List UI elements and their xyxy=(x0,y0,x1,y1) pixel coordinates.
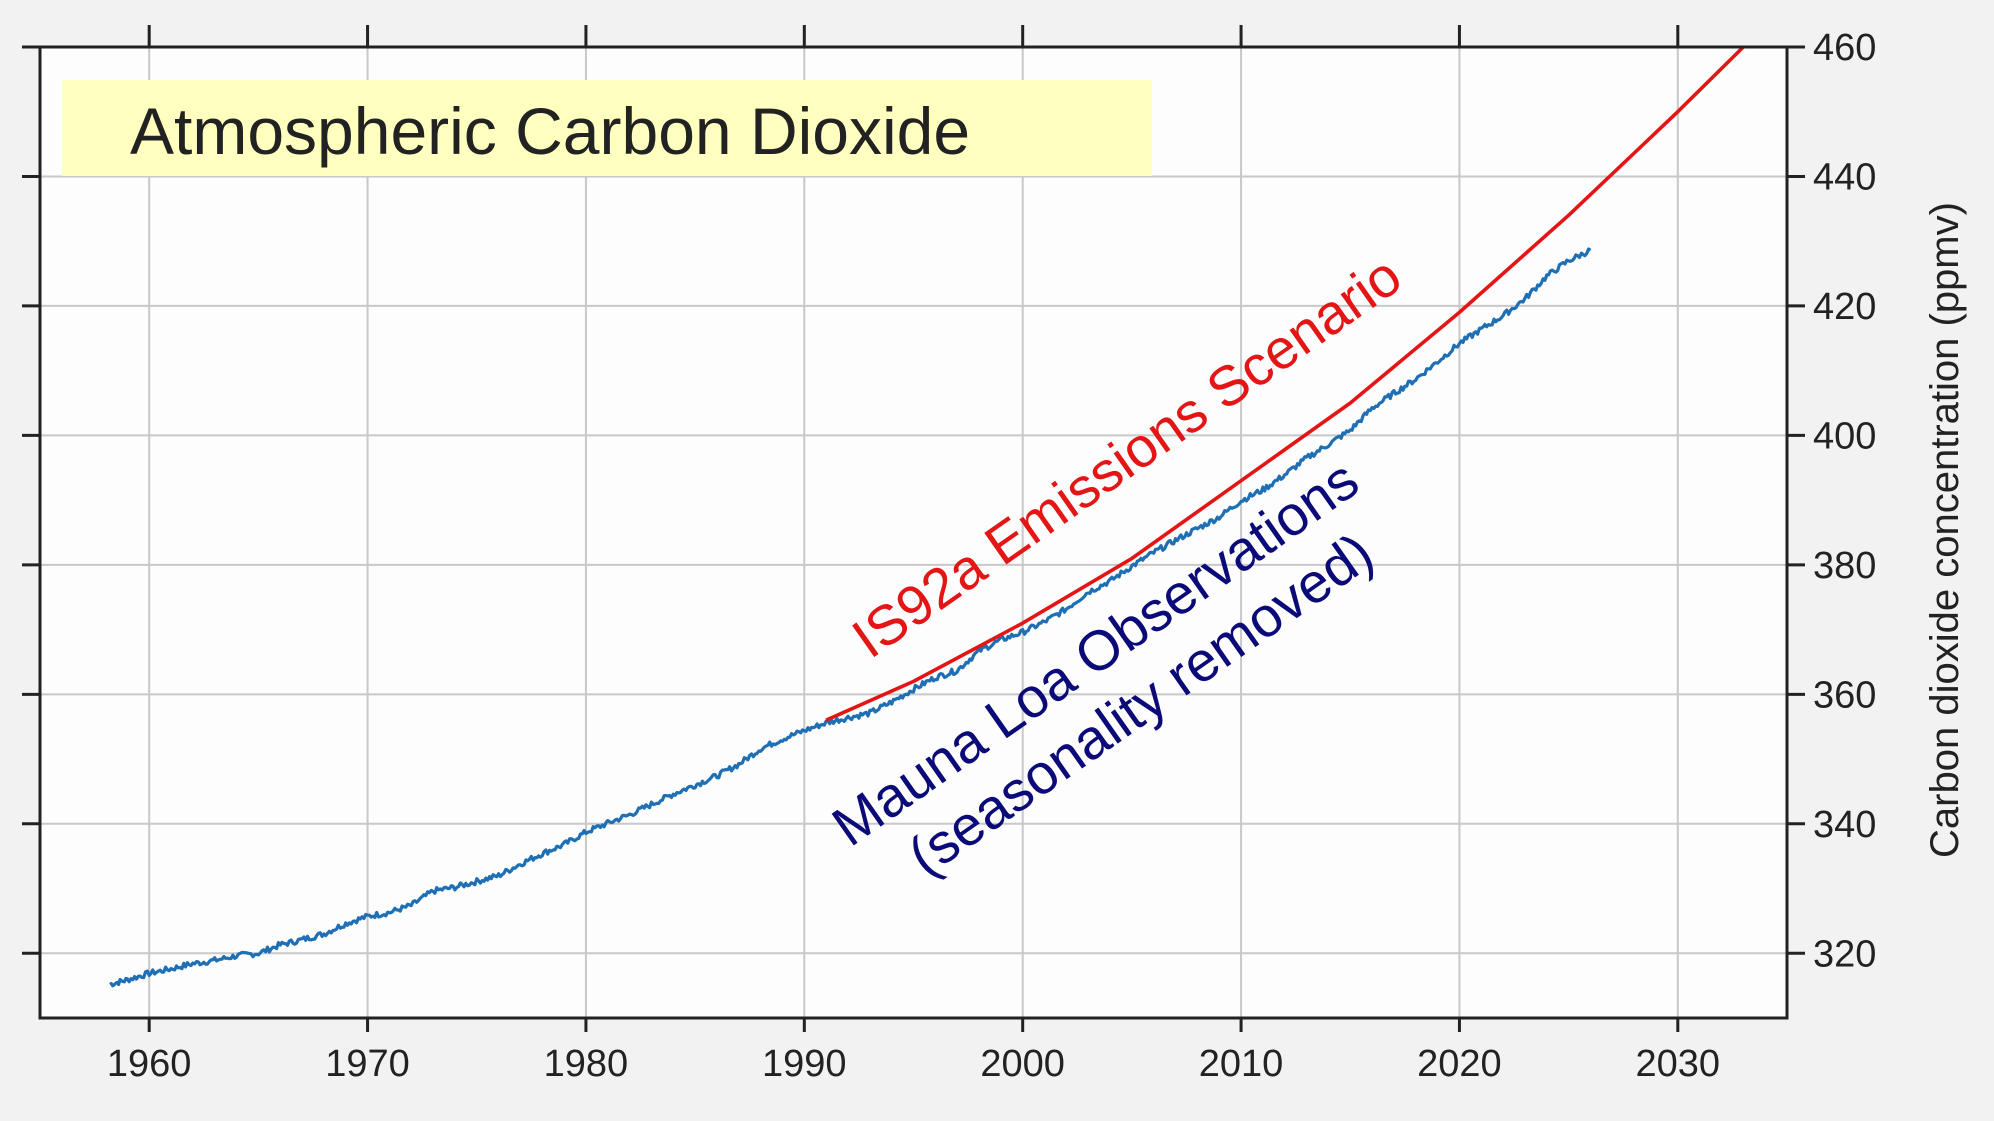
x-tick-label: 2000 xyxy=(980,1043,1065,1085)
title-box xyxy=(62,80,1152,176)
observed-line xyxy=(109,247,1592,988)
plot-area xyxy=(40,47,1787,1018)
x-tick-label: 1960 xyxy=(107,1043,192,1085)
x-tick-label: 2010 xyxy=(1199,1043,1284,1085)
y-tick-label: 380 xyxy=(1813,545,1876,587)
y-tick-label: 360 xyxy=(1813,674,1876,716)
scenario-line xyxy=(825,45,1745,722)
y-tick-label: 340 xyxy=(1813,804,1876,846)
chart-title: Atmospheric Carbon Dioxide xyxy=(130,94,970,168)
x-tick-label: 1970 xyxy=(325,1043,410,1085)
x-tick-label: 1990 xyxy=(762,1043,847,1085)
y-axis-title: Carbon dioxide concentration (ppmv) xyxy=(1923,202,1967,858)
y-tick-label: 400 xyxy=(1813,415,1876,457)
grid-lines xyxy=(40,46,1787,1018)
observed-series xyxy=(109,247,1592,988)
x-tick-label: 1980 xyxy=(544,1043,629,1085)
plot-frame xyxy=(38,45,1789,1020)
y-tick-label: 440 xyxy=(1813,156,1876,198)
x-tick-label: 2020 xyxy=(1417,1043,1502,1085)
x-tick-label: 2030 xyxy=(1636,1043,1721,1085)
y-tick-label: 460 xyxy=(1813,27,1876,69)
axis-ticks: 1960 1970 1980 1990 2000 2010 2020 2030 320 340 36… xyxy=(22,25,1876,1085)
y-tick-label: 320 xyxy=(1813,933,1876,975)
scenario-series xyxy=(825,45,1745,722)
y-tick-label: 420 xyxy=(1813,286,1876,328)
